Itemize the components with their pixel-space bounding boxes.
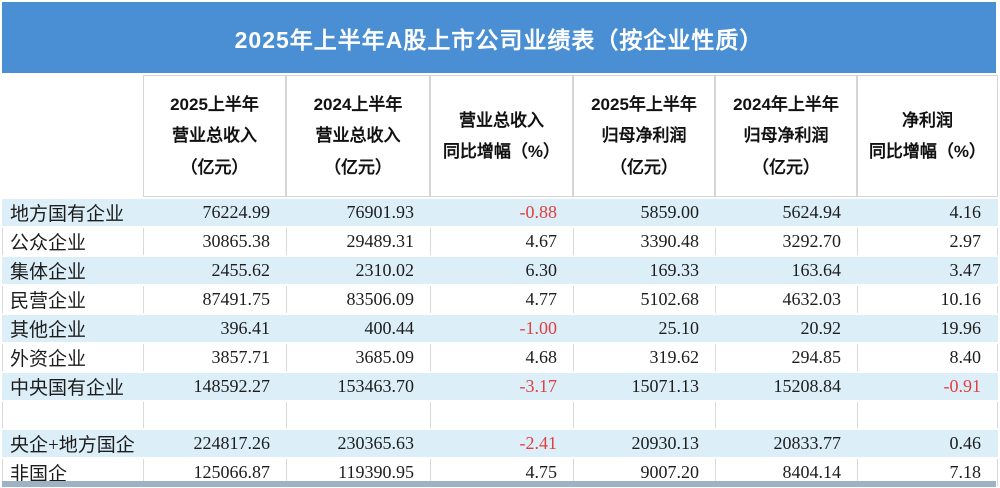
- row-label: 中央国有企业: [2, 373, 143, 400]
- value-cell: 2455.62: [143, 257, 286, 284]
- value-cell: 19.96: [857, 315, 998, 342]
- value-cell: -0.88: [430, 199, 573, 226]
- value-cell: -3.17: [430, 373, 573, 400]
- value-cell: [573, 402, 715, 428]
- table-row: 中央国有企业 148592.27 153463.70 -3.17 15071.13 152…: [2, 373, 998, 400]
- column-header: 2024年上半年 归母净利润 （亿元）: [715, 75, 857, 197]
- value-cell: 4.67: [430, 228, 573, 255]
- value-cell: 3292.70: [715, 228, 857, 255]
- value-cell: 163.64: [715, 257, 857, 284]
- value-cell: -1.00: [430, 315, 573, 342]
- value-cell: 29489.31: [286, 228, 430, 255]
- value-cell: 4.68: [430, 344, 573, 371]
- value-cell: 400.44: [286, 315, 430, 342]
- column-header: 2025上半年 营业总收入 （亿元）: [143, 75, 286, 197]
- value-cell: 6.30: [430, 257, 573, 284]
- row-label: 央企+地方国企: [2, 430, 143, 457]
- value-cell: 87491.75: [143, 286, 286, 313]
- value-cell: 0.46: [857, 430, 998, 457]
- value-cell: 76901.93: [286, 199, 430, 226]
- value-cell: 8.40: [857, 344, 998, 371]
- cutoff-next-row-strip: [2, 481, 996, 487]
- page-title: 2025年上半年A股上市公司业绩表（按企业性质）: [234, 26, 764, 53]
- value-cell: 5102.68: [573, 286, 715, 313]
- row-label: 外资企业: [2, 344, 143, 371]
- value-cell: 169.33: [573, 257, 715, 284]
- value-cell: 153463.70: [286, 373, 430, 400]
- value-cell: 4632.03: [715, 286, 857, 313]
- value-cell: [143, 402, 286, 428]
- value-cell: 4.16: [857, 199, 998, 226]
- row-label: 公众企业: [2, 228, 143, 255]
- value-cell: 20930.13: [573, 430, 715, 457]
- value-cell: 224817.26: [143, 430, 286, 457]
- row-label: 集体企业: [2, 257, 143, 284]
- value-cell: 4.77: [430, 286, 573, 313]
- row-label: [2, 402, 143, 428]
- table-row: 外资企业 3857.71 3685.09 4.68 319.62 294.85 8.40: [2, 344, 998, 371]
- value-cell: -0.91: [857, 373, 998, 400]
- column-header: 营业总收入 同比增幅（%）: [430, 75, 573, 197]
- value-cell: 3685.09: [286, 344, 430, 371]
- value-cell: -2.41: [430, 430, 573, 457]
- performance-table: 2025上半年 营业总收入 （亿元） 2024上半年 营业总收入 （亿元） 营业总收…: [2, 73, 998, 488]
- value-cell: 15208.84: [715, 373, 857, 400]
- value-cell: 20.92: [715, 315, 857, 342]
- header-row: 2025上半年 营业总收入 （亿元） 2024上半年 营业总收入 （亿元） 营业总收…: [2, 75, 998, 197]
- value-cell: [286, 402, 430, 428]
- value-cell: 3390.48: [573, 228, 715, 255]
- value-cell: 2.97: [857, 228, 998, 255]
- row-label: 地方国有企业: [2, 199, 143, 226]
- column-header: 2024上半年 营业总收入 （亿元）: [286, 75, 430, 197]
- value-cell: 5624.94: [715, 199, 857, 226]
- value-cell: [430, 402, 573, 428]
- value-cell: 3857.71: [143, 344, 286, 371]
- value-cell: 3.47: [857, 257, 998, 284]
- spacer-row: [2, 402, 998, 428]
- value-cell: 2310.02: [286, 257, 430, 284]
- value-cell: 10.16: [857, 286, 998, 313]
- value-cell: 396.41: [143, 315, 286, 342]
- table-row: 民营企业 87491.75 83506.09 4.77 5102.68 4632.03 10…: [2, 286, 998, 313]
- value-cell: 15071.13: [573, 373, 715, 400]
- corner-header: [2, 75, 143, 197]
- value-cell: 76224.99: [143, 199, 286, 226]
- value-cell: 20833.77: [715, 430, 857, 457]
- column-header: 2025年上半年 归母净利润 （亿元）: [573, 75, 715, 197]
- value-cell: [715, 402, 857, 428]
- value-cell: 319.62: [573, 344, 715, 371]
- table-row: 央企+地方国企 224817.26 230365.63 -2.41 20930.13 20…: [2, 430, 998, 457]
- value-cell: 148592.27: [143, 373, 286, 400]
- value-cell: 30865.38: [143, 228, 286, 255]
- row-label: 其他企业: [2, 315, 143, 342]
- table-row: 其他企业 396.41 400.44 -1.00 25.10 20.92 19.96: [2, 315, 998, 342]
- title-banner: 2025年上半年A股上市公司业绩表（按企业性质）: [2, 2, 996, 73]
- value-cell: 294.85: [715, 344, 857, 371]
- column-header: 净利润 同比增幅（%）: [857, 75, 998, 197]
- table-row: 集体企业 2455.62 2310.02 6.30 169.33 163.64 3.47: [2, 257, 998, 284]
- value-cell: [857, 402, 998, 428]
- value-cell: 230365.63: [286, 430, 430, 457]
- row-label: 民营企业: [2, 286, 143, 313]
- value-cell: 25.10: [573, 315, 715, 342]
- table-row: 地方国有企业 76224.99 76901.93 -0.88 5859.00 5624.9…: [2, 199, 998, 226]
- value-cell: 83506.09: [286, 286, 430, 313]
- table-row: 公众企业 30865.38 29489.31 4.67 3390.48 3292.70 2.…: [2, 228, 998, 255]
- value-cell: 5859.00: [573, 199, 715, 226]
